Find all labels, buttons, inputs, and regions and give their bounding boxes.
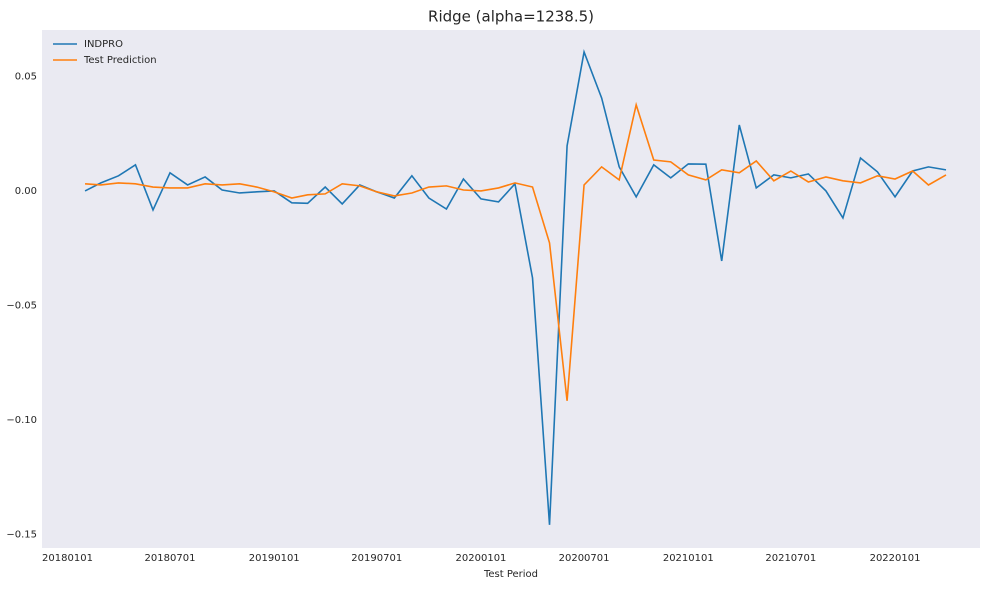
x-axis-label: Test Period	[483, 569, 538, 580]
y-tick-label: 0.00	[15, 186, 37, 197]
legend-label: INDPRO	[84, 39, 123, 50]
x-tick-label: 20190101	[249, 553, 300, 564]
x-tick-label: 20190701	[351, 553, 402, 564]
x-tick-label: 20180101	[42, 553, 93, 564]
y-tick-label: −0.15	[6, 529, 37, 540]
x-tick-label: 20200701	[559, 553, 610, 564]
series-line	[84, 49, 947, 525]
x-tick-label: 20210101	[663, 553, 714, 564]
legend-label: Test Prediction	[83, 55, 157, 66]
chart-title: Ridge (alpha=1238.5)	[428, 8, 594, 26]
y-tick-label: −0.05	[6, 300, 37, 311]
y-tick-label: 0.05	[15, 71, 37, 82]
series-line	[84, 101, 947, 401]
plot-background	[42, 30, 980, 548]
y-tick-label: −0.10	[6, 415, 37, 426]
x-tick-label: 20180701	[145, 553, 196, 564]
x-tick-label: 20210701	[765, 553, 816, 564]
x-tick-label: 20200101	[456, 553, 507, 564]
x-tick-label: 20220101	[870, 553, 921, 564]
